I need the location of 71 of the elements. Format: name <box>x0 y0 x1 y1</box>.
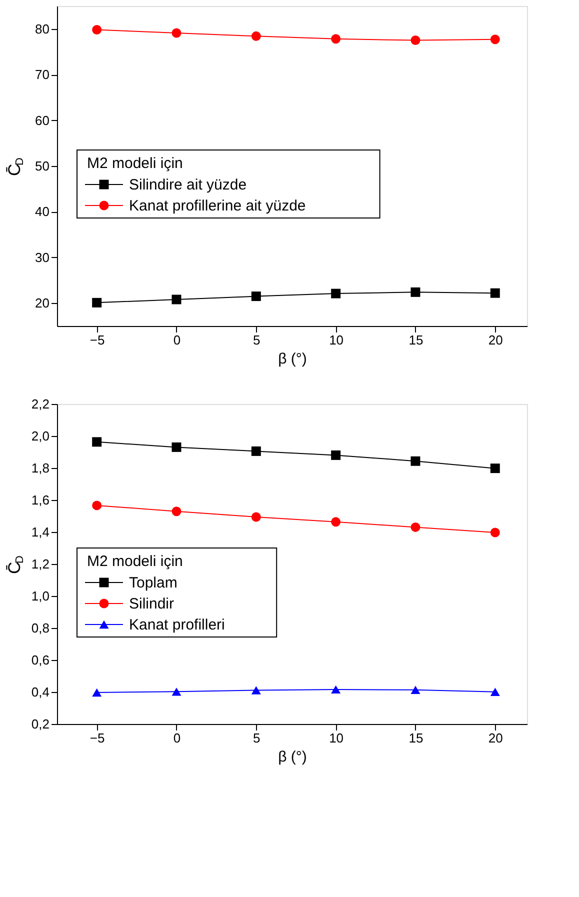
point <box>251 31 261 41</box>
y-tick-label: 0,4 <box>31 684 50 700</box>
y-tick-label: 80 <box>35 21 50 36</box>
x-tick-label: 15 <box>408 332 424 348</box>
point <box>490 34 500 44</box>
legend-label: Kanat profilleri <box>129 616 225 634</box>
x-tick-label: −5 <box>90 730 105 746</box>
y-tick-label: 1,6 <box>31 492 50 508</box>
y-tick-label: 0,6 <box>31 652 50 668</box>
point <box>92 500 102 510</box>
legend-label: Silindire ait yüzde <box>129 176 247 194</box>
x-axis-title: β (°) <box>278 350 307 368</box>
point <box>410 686 420 694</box>
point <box>172 506 182 516</box>
point <box>490 464 500 474</box>
x-tick-label: 20 <box>488 332 503 348</box>
point <box>92 688 102 697</box>
point <box>410 522 420 532</box>
point <box>331 34 341 44</box>
x-tick-label: 5 <box>253 730 260 746</box>
point <box>251 512 261 522</box>
x-axis-title: β (°) <box>278 748 307 766</box>
legend-label: Toplam <box>129 574 178 592</box>
y-axis-title: C̄D <box>5 157 26 176</box>
legend-title: M2 modeli için <box>87 553 183 570</box>
point <box>331 288 341 298</box>
point <box>251 686 261 694</box>
legend-title: M2 modeli için <box>87 155 183 172</box>
point <box>92 437 102 447</box>
y-tick-label: 2,0 <box>31 428 50 444</box>
y-tick-label: 2,2 <box>31 396 50 412</box>
y-tick-label: 1,4 <box>31 524 50 540</box>
y-tick-label: 50 <box>35 158 50 174</box>
point <box>410 36 420 46</box>
x-tick-label: 0 <box>173 730 181 746</box>
x-tick-label: 10 <box>329 332 344 348</box>
legend-label: Silindir <box>129 596 174 612</box>
point <box>490 528 500 538</box>
point <box>172 28 182 38</box>
point <box>331 517 341 527</box>
y-tick-label: 1,0 <box>31 588 50 604</box>
point <box>172 688 182 696</box>
x-tick-label: 10 <box>329 730 344 746</box>
point <box>92 298 102 308</box>
y-axis-title: C̄D <box>5 555 26 574</box>
point <box>172 442 182 452</box>
x-tick-label: −5 <box>90 332 105 348</box>
point <box>331 685 341 694</box>
point <box>490 288 500 298</box>
point <box>172 294 182 304</box>
y-tick-label: 30 <box>35 250 50 265</box>
x-tick-label: 20 <box>488 730 503 746</box>
y-tick-label: 40 <box>35 204 50 220</box>
y-tick-label: 1,2 <box>31 556 50 572</box>
y-tick-label: 70 <box>35 67 50 82</box>
y-tick-label: 0,2 <box>31 716 50 732</box>
point <box>331 450 341 460</box>
point <box>251 446 261 456</box>
x-tick-label: 15 <box>408 730 424 746</box>
y-tick-label: 60 <box>35 112 50 128</box>
y-tick-label: 1,8 <box>31 460 50 476</box>
y-tick-label: 20 <box>35 296 50 311</box>
legend-label: Kanat profillerine ait yüzde <box>129 198 306 214</box>
point <box>410 287 420 297</box>
point <box>92 25 102 35</box>
point <box>410 456 420 466</box>
x-tick-label: 5 <box>253 332 260 348</box>
x-tick-label: 0 <box>173 332 181 348</box>
point <box>251 292 261 302</box>
y-tick-label: 0,8 <box>31 620 50 636</box>
point <box>490 688 500 696</box>
